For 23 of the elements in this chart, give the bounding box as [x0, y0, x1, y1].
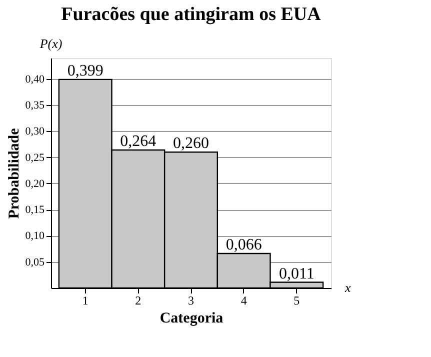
x-tick-label: 1 — [82, 294, 88, 308]
data-label: 0,264 — [120, 133, 156, 150]
text: P(x) — [38, 36, 62, 51]
x-axis-title: Categoria — [160, 310, 224, 326]
y-tick-label: 0,10 — [25, 230, 45, 242]
data-label: 0,011 — [278, 265, 314, 282]
y-tick-label: 0,20 — [25, 178, 45, 190]
x-tick-label: 4 — [240, 294, 247, 308]
y-tick-label: 0,35 — [25, 100, 45, 112]
y-tick-label: 0,05 — [25, 256, 45, 268]
x-tick-label: 5 — [294, 294, 300, 308]
y-tick-label: 0,40 — [25, 73, 45, 86]
x-tick-label: 2 — [135, 294, 142, 308]
y-tick-label: 0,15 — [25, 204, 45, 216]
text: x — [344, 280, 351, 295]
x-tick-label: 3 — [188, 294, 194, 308]
chart-title: Furacões que atingiram os EUA — [61, 4, 322, 25]
data-label: 0,066 — [226, 236, 262, 254]
y-axis-title: Probabilidade — [6, 128, 22, 219]
y-tick-label: 0,30 — [25, 126, 45, 138]
y-tick-label: 0,25 — [25, 152, 45, 164]
data-label: 0,399 — [67, 62, 104, 80]
data-label: 0,260 — [173, 135, 209, 152]
